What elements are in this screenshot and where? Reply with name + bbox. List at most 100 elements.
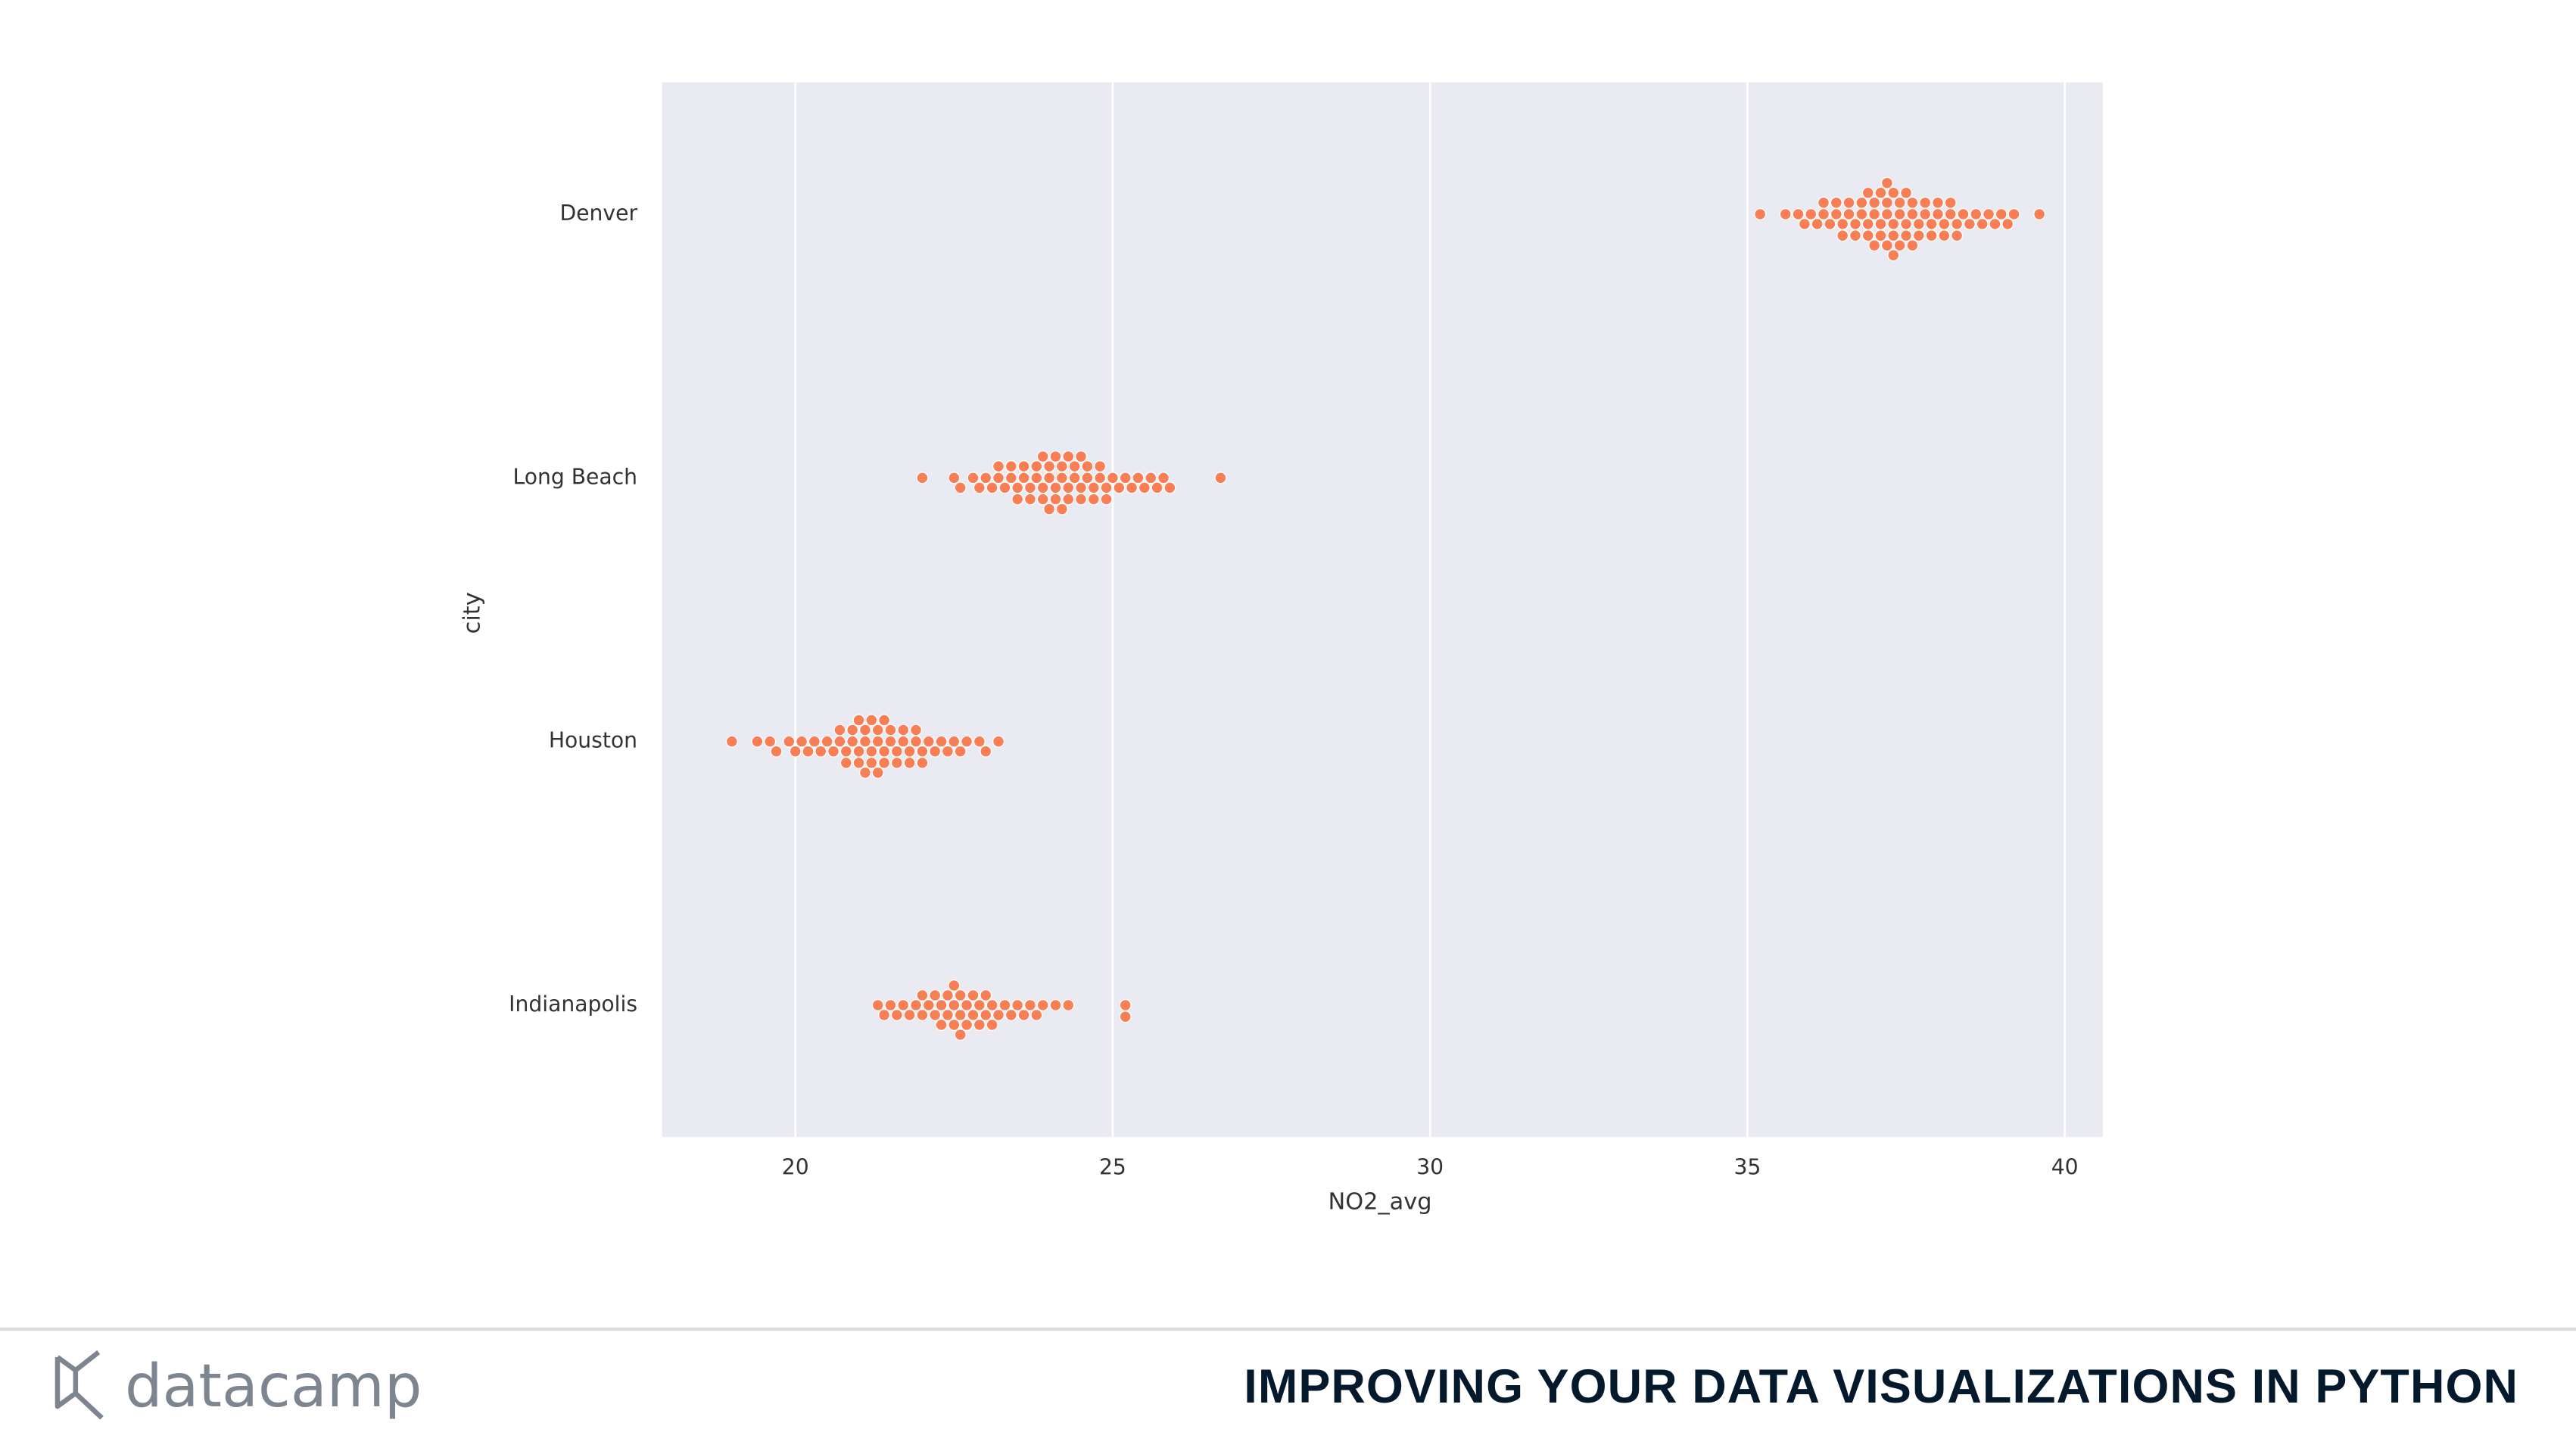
data-point: [871, 998, 884, 1012]
data-point: [1036, 998, 1049, 1012]
data-point: [871, 724, 884, 736]
data-point: [1893, 239, 1906, 252]
data-point: [1132, 472, 1145, 484]
data-point: [1887, 217, 1900, 231]
data-point: [1113, 481, 1126, 494]
data-point: [1779, 207, 1792, 221]
data-point: [1119, 1010, 1132, 1023]
data-point: [1023, 493, 1036, 506]
data-point: [871, 766, 884, 779]
data-point: [1081, 472, 1094, 484]
data-point: [897, 998, 910, 1012]
data-point: [1030, 1008, 1043, 1022]
data-point: [1068, 460, 1081, 473]
data-point: [1055, 460, 1068, 473]
data-point: [1138, 481, 1151, 494]
data-point: [1912, 229, 1925, 242]
data-point: [796, 735, 808, 748]
data-point: [858, 724, 871, 736]
data-point: [1874, 229, 1887, 242]
data-point: [1005, 472, 1017, 484]
data-point: [973, 1019, 986, 1032]
data-point: [865, 714, 878, 727]
data-point: [954, 1008, 967, 1022]
data-point: [1944, 207, 1957, 221]
data-point: [884, 998, 897, 1012]
data-point: [1951, 217, 1964, 231]
data-point: [973, 481, 986, 494]
data-point: [948, 1019, 961, 1032]
data-point: [961, 998, 973, 1012]
logo-text: datacamp: [125, 1352, 422, 1421]
data-point: [1818, 207, 1830, 221]
data-point: [1068, 472, 1081, 484]
data-point: [967, 989, 980, 1001]
y-tick-label: Denver: [559, 201, 637, 226]
data-point: [1868, 196, 1881, 209]
data-point: [1145, 472, 1157, 484]
data-point: [789, 745, 802, 758]
data-point: [1855, 196, 1868, 209]
data-point: [846, 724, 859, 736]
data-point: [954, 745, 967, 758]
data-point: [878, 714, 891, 727]
x-axis-label: NO2_avg: [1328, 1188, 1432, 1215]
data-point: [941, 989, 954, 1001]
y-tick-label: Long Beach: [512, 464, 637, 489]
data-point: [1011, 998, 1024, 1012]
data-point: [967, 1008, 980, 1022]
data-point: [1023, 481, 1036, 494]
data-point: [1887, 249, 1900, 262]
data-point: [1049, 450, 1062, 463]
data-point: [846, 735, 859, 748]
data-point: [922, 735, 935, 748]
plot-area: [662, 82, 2103, 1138]
data-point: [2008, 207, 2020, 221]
data-point: [1036, 493, 1049, 506]
data-point: [1030, 472, 1043, 484]
data-point: [1062, 998, 1075, 1012]
data-point: [1925, 217, 1938, 231]
data-point: [1842, 207, 1855, 221]
data-point: [1062, 493, 1075, 506]
data-point: [1868, 207, 1881, 221]
data-point: [1818, 196, 1830, 209]
data-point: [986, 1019, 998, 1032]
data-point: [1011, 493, 1024, 506]
data-point: [935, 998, 948, 1012]
data-point: [986, 481, 998, 494]
data-point: [1100, 481, 1113, 494]
data-point: [1983, 207, 1995, 221]
data-point: [1094, 460, 1107, 473]
data-point: [973, 735, 986, 748]
data-point: [1049, 998, 1062, 1012]
data-point: [909, 735, 923, 748]
data-point: [1880, 239, 1893, 252]
data-point: [751, 735, 764, 748]
data-point: [1849, 229, 1861, 242]
data-point: [1049, 493, 1062, 506]
data-point: [1017, 472, 1030, 484]
data-point: [967, 472, 980, 484]
data-point: [833, 724, 846, 736]
x-tick-label: 30: [1416, 1154, 1444, 1179]
data-point: [852, 745, 865, 758]
x-tick-label: 40: [2051, 1154, 2079, 1179]
data-point: [884, 735, 897, 748]
data-point: [998, 998, 1011, 1012]
data-point: [916, 472, 929, 484]
data-point: [986, 998, 998, 1012]
data-point: [948, 472, 961, 484]
data-point: [992, 472, 1005, 484]
data-point: [2001, 217, 2014, 231]
data-point: [1062, 450, 1075, 463]
data-point: [1087, 493, 1100, 506]
data-point: [948, 998, 961, 1012]
data-point: [1880, 207, 1893, 221]
data-point: [1119, 472, 1132, 484]
data-point: [1931, 207, 1944, 221]
data-point: [1023, 998, 1036, 1012]
data-point: [1074, 450, 1088, 463]
data-point: [1861, 217, 1874, 231]
data-point: [1811, 217, 1824, 231]
